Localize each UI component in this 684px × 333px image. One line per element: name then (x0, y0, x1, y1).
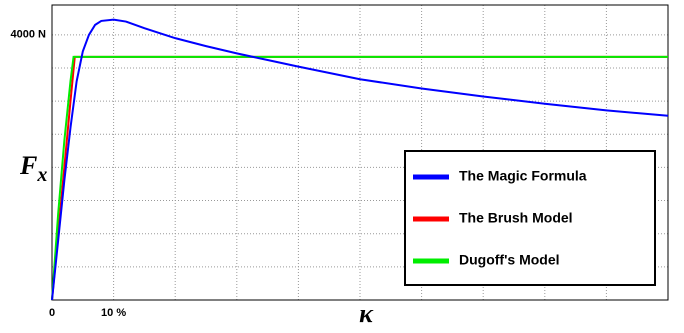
x-tick-label: 10 % (101, 307, 126, 319)
series-line (51, 55, 668, 301)
plot-frame (51, 4, 669, 301)
series-line (51, 18, 669, 301)
x-axis-label: κ (359, 299, 374, 328)
y-axis-label: Fx (19, 151, 47, 186)
legend-label: The Magic Formula (459, 168, 587, 184)
y-axis-label-sub: x (36, 164, 47, 186)
y-axis-label-main: F (19, 151, 37, 180)
legend-label: Dugoff's Model (459, 252, 560, 268)
x-tick-label: 0 (49, 307, 55, 319)
legend-label: The Brush Model (459, 210, 573, 226)
y-tick-label: 4000 N (11, 29, 47, 41)
